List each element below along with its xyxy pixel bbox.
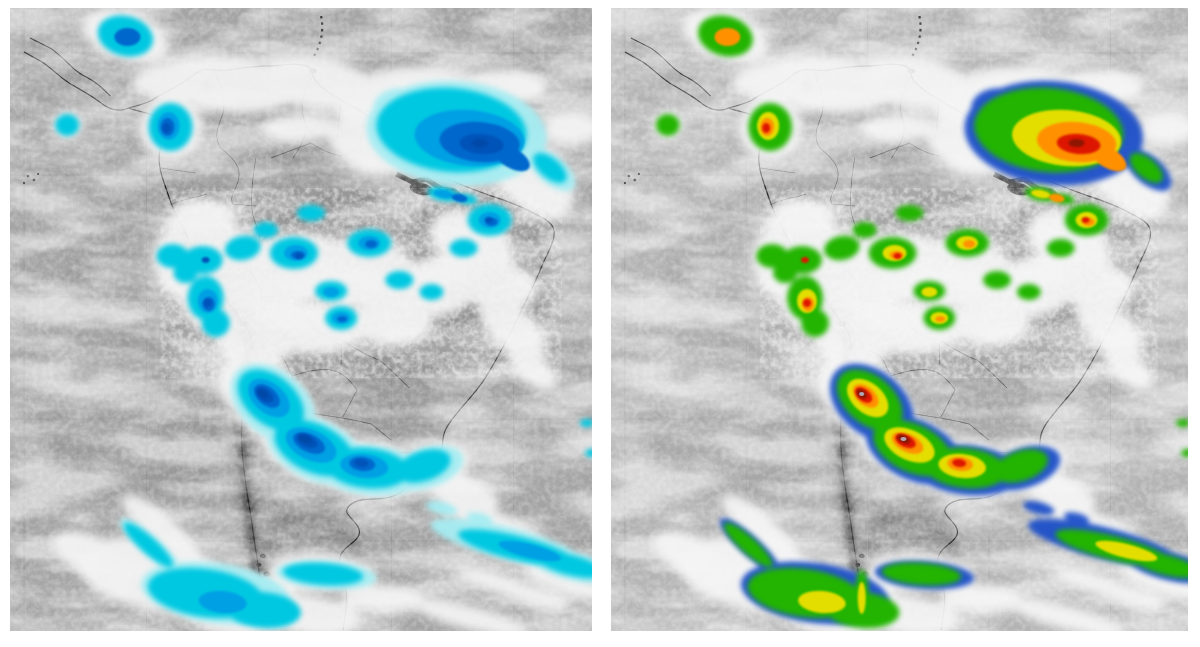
- satellite-panel-right: [611, 8, 1188, 631]
- right-satellite-image: [611, 8, 1188, 631]
- left-satellite-image: [10, 8, 592, 631]
- satellite-panel-left: [10, 8, 592, 631]
